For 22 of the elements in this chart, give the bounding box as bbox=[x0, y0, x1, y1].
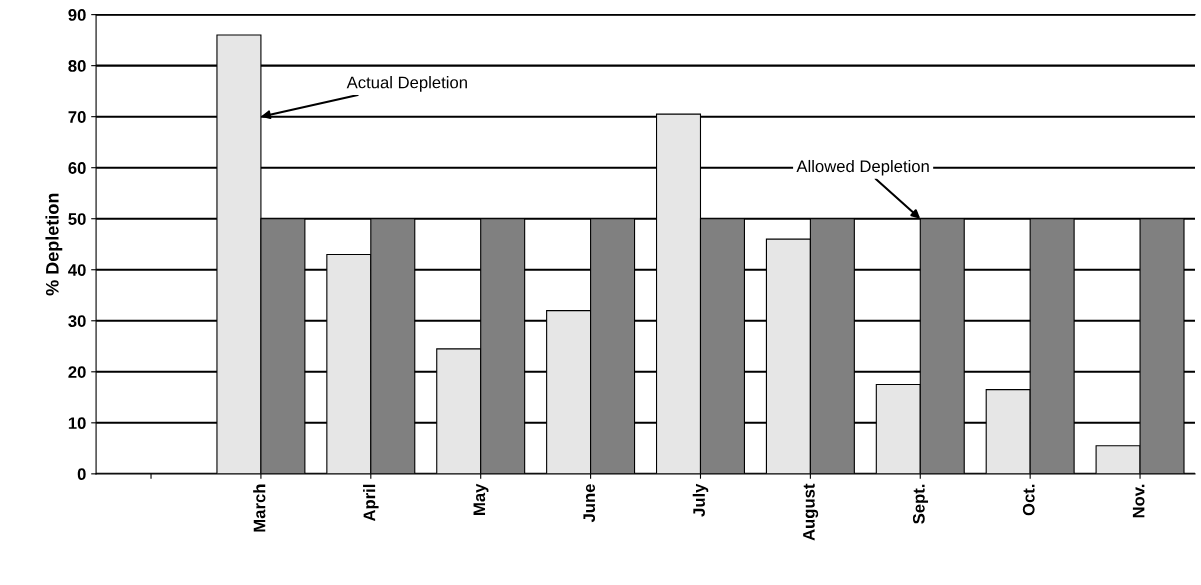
x-tick-label: August bbox=[803, 483, 819, 541]
annotation: Actual Depletion bbox=[346, 76, 467, 92]
y-tick-label: 10 bbox=[68, 417, 86, 430]
y-tick-label: 50 bbox=[68, 213, 86, 225]
y-tick-label: 40 bbox=[68, 264, 86, 276]
y-tick-label: 90 bbox=[68, 9, 86, 21]
y-tick-label: 80 bbox=[68, 60, 86, 72]
x-tick-label: June bbox=[583, 484, 596, 523]
x-tick-label: Nov. bbox=[1132, 484, 1145, 518]
x-tick-label: Oct. bbox=[1022, 484, 1035, 516]
y-tick-label: 0 bbox=[77, 468, 86, 481]
y-tick-label: 30 bbox=[68, 315, 86, 327]
y-tick-label: 20 bbox=[68, 366, 86, 378]
y-tick-label: 70 bbox=[68, 111, 86, 123]
annotation: Allowed Depletion bbox=[796, 159, 929, 176]
x-tick-label: May bbox=[473, 483, 489, 515]
x-tick-label: April bbox=[363, 484, 379, 522]
y-axis-title: % Depletion bbox=[45, 193, 63, 296]
x-tick-label: Sept. bbox=[912, 484, 929, 524]
x-tick-label: July bbox=[692, 483, 709, 517]
x-tick-label: March bbox=[253, 484, 266, 532]
y-tick-label: 60 bbox=[68, 162, 86, 174]
